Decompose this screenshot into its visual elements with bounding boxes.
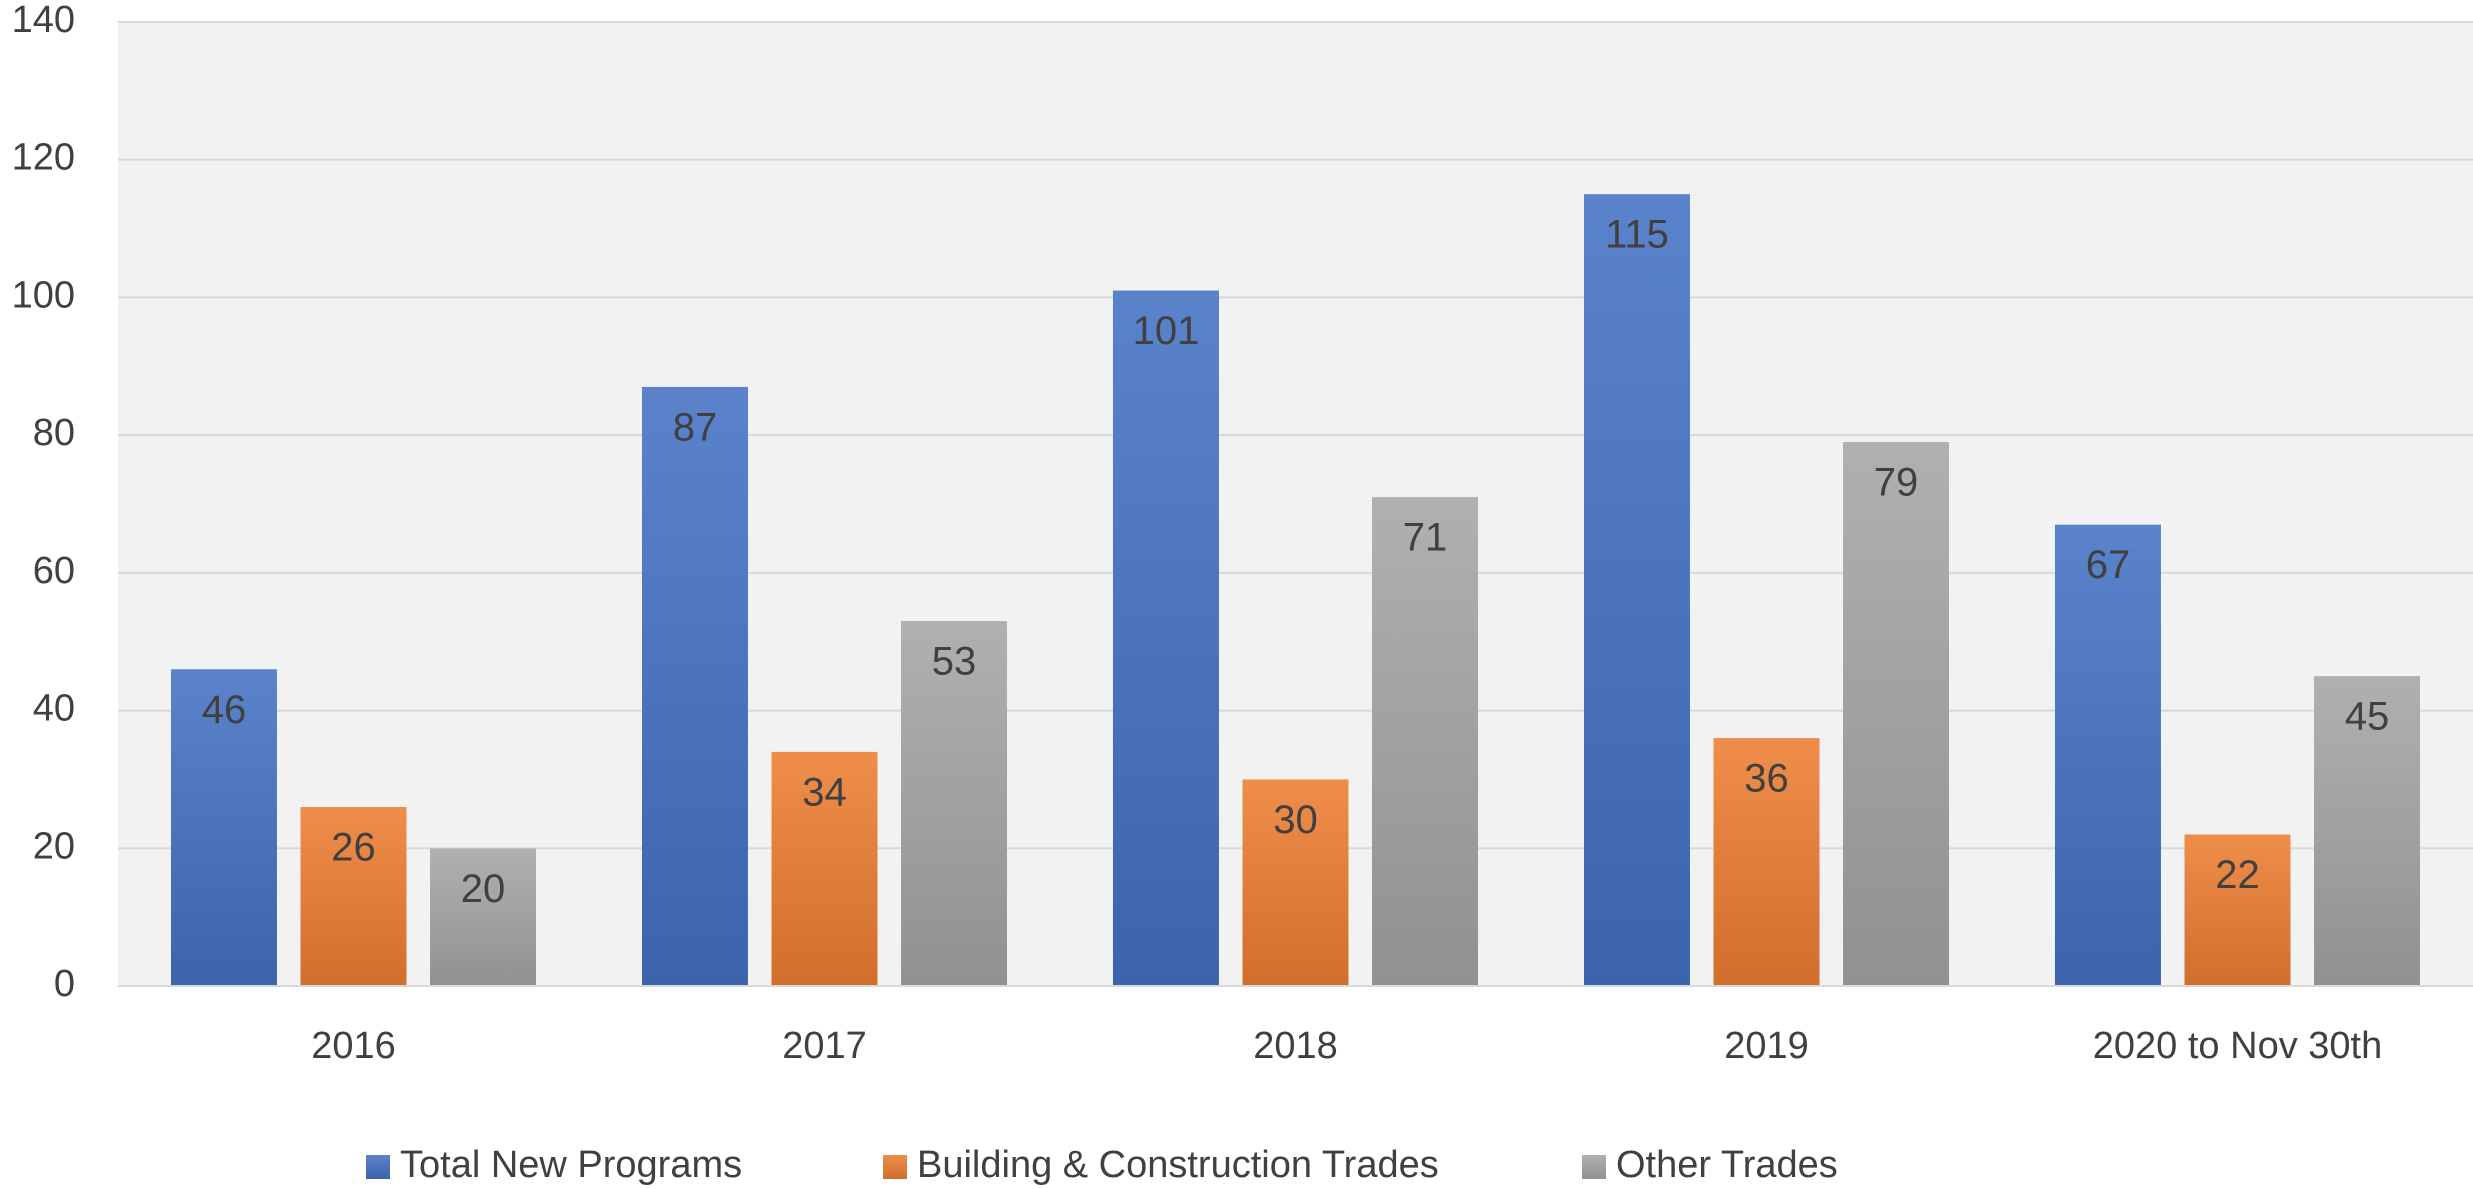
bar: [2184, 834, 2291, 986]
legend-swatch: [883, 1155, 907, 1179]
legend-label: Total New Programs: [400, 1144, 742, 1186]
data-label: 71: [1403, 516, 1448, 560]
bar: [300, 806, 407, 986]
y-tick-label: 60: [33, 550, 75, 592]
data-label: 53: [932, 640, 977, 684]
x-tick-label: 2016: [311, 1025, 396, 1067]
data-label: 34: [802, 770, 847, 814]
data-label: 101: [1133, 309, 1200, 353]
y-tick-label: 40: [33, 688, 75, 730]
data-label: 79: [1874, 461, 1919, 505]
legend-swatch: [366, 1155, 390, 1179]
legend-label: Other Trades: [1616, 1144, 1838, 1186]
data-label: 22: [2215, 853, 2260, 897]
data-label: 30: [1273, 798, 1318, 842]
x-tick-label: 2017: [782, 1025, 867, 1067]
y-tick-label: 20: [33, 825, 75, 867]
data-label: 26: [331, 826, 376, 870]
legend-swatch: [1582, 1155, 1606, 1179]
data-label: 115: [1605, 213, 1669, 257]
y-tick-label: 120: [12, 137, 75, 179]
x-tick-label: 2019: [1724, 1025, 1809, 1067]
bar: [430, 848, 537, 986]
data-label: 45: [2345, 695, 2390, 739]
data-label: 36: [1744, 757, 1789, 801]
y-tick-label: 140: [12, 0, 75, 41]
bar: [1843, 442, 1950, 986]
data-label: 46: [202, 688, 247, 732]
bar: [1372, 497, 1479, 986]
bar: [1583, 194, 1690, 987]
bar: [2054, 524, 2161, 986]
bar: [901, 621, 1008, 986]
y-tick-label: 100: [12, 274, 75, 316]
bar: [641, 386, 748, 986]
data-label: 67: [2086, 543, 2131, 587]
x-tick-label: 2018: [1253, 1025, 1338, 1067]
data-label: 87: [673, 406, 718, 450]
y-tick-label: 80: [33, 412, 75, 454]
bar: [1112, 290, 1219, 986]
y-tick-label: 0: [54, 963, 75, 1005]
x-tick-label: 2020 to Nov 30th: [2093, 1025, 2382, 1067]
bar: [170, 669, 277, 986]
bar: [1713, 738, 1820, 986]
data-label: 20: [461, 867, 506, 911]
legend-label: Building & Construction Trades: [917, 1144, 1439, 1186]
bar: [1242, 779, 1349, 986]
bar: [2314, 676, 2421, 986]
bar: [771, 751, 878, 986]
